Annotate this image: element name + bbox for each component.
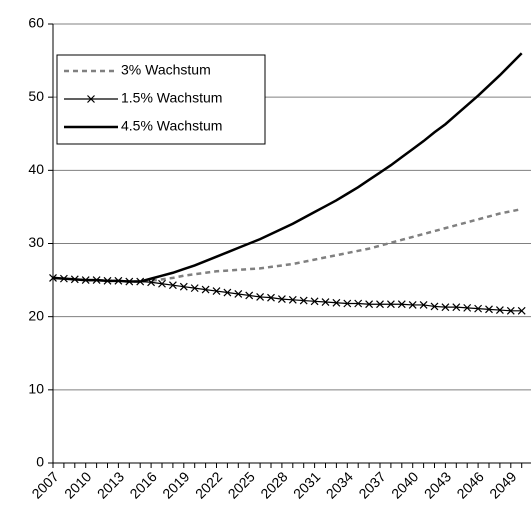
x-tick-label: 2013 bbox=[94, 468, 127, 501]
x-marker bbox=[419, 301, 428, 309]
x-marker bbox=[321, 298, 330, 306]
x-tick-label: 2049 bbox=[486, 468, 519, 501]
x-tick-label: 2028 bbox=[257, 468, 290, 501]
x-tick-label: 2022 bbox=[192, 468, 225, 501]
x-tick-label: 2007 bbox=[28, 468, 61, 501]
x-marker bbox=[386, 300, 395, 309]
x-marker bbox=[365, 300, 374, 309]
x-marker bbox=[190, 284, 199, 293]
x-marker bbox=[463, 303, 472, 312]
x-tick-label: 2037 bbox=[355, 468, 388, 501]
y-tick-label: 20 bbox=[28, 307, 44, 323]
y-tick-label: 10 bbox=[28, 381, 44, 397]
line-series bbox=[52, 52, 523, 283]
legend-label: 3% Wachstum bbox=[121, 62, 211, 78]
line-series bbox=[52, 277, 522, 312]
y-tick-label: 0 bbox=[36, 454, 44, 470]
x-marker bbox=[201, 285, 210, 294]
legend-label: 4.5% Wachstum bbox=[121, 118, 222, 134]
x-marker bbox=[310, 297, 319, 306]
x-marker bbox=[299, 296, 308, 305]
x-marker bbox=[267, 293, 275, 302]
x-tick-label: 2043 bbox=[421, 468, 454, 501]
legend-marker bbox=[87, 95, 95, 103]
y-tick-label: 40 bbox=[28, 161, 44, 177]
x-marker bbox=[179, 282, 188, 291]
x-tick-label: 2034 bbox=[323, 468, 356, 501]
y-tick-label: 60 bbox=[28, 15, 44, 31]
x-tick-label: 2010 bbox=[61, 468, 94, 501]
x-marker bbox=[506, 306, 515, 315]
x-marker bbox=[408, 301, 417, 309]
x-marker bbox=[223, 288, 232, 297]
x-marker bbox=[517, 306, 526, 315]
x-marker bbox=[168, 281, 177, 290]
legend: 3% Wachstum 1.5% Wachstum 4.5% Wachstum bbox=[56, 54, 266, 145]
x-marker bbox=[397, 300, 406, 309]
x-marker bbox=[332, 298, 341, 307]
x-marker bbox=[256, 292, 265, 301]
x-marker bbox=[474, 304, 483, 313]
x-marker bbox=[354, 299, 363, 308]
x-marker bbox=[277, 295, 286, 304]
x-tick-label: 2019 bbox=[159, 468, 192, 501]
x-marker bbox=[212, 287, 221, 295]
x-tick-label: 2040 bbox=[388, 468, 421, 501]
x-marker bbox=[376, 300, 384, 309]
y-tick-label: 50 bbox=[28, 88, 44, 104]
x-marker bbox=[485, 305, 493, 314]
x-marker bbox=[452, 303, 461, 312]
x-tick-label: 2025 bbox=[225, 468, 258, 501]
x-marker bbox=[430, 302, 439, 311]
x-tick-label: 2046 bbox=[453, 468, 486, 501]
x-marker bbox=[49, 273, 57, 282]
legend-label: 1.5% Wachstum bbox=[121, 90, 222, 106]
x-marker bbox=[234, 290, 243, 298]
x-marker bbox=[495, 306, 504, 315]
x-marker bbox=[245, 291, 254, 300]
x-marker bbox=[441, 303, 450, 312]
x-marker bbox=[343, 299, 352, 308]
x-marker bbox=[158, 279, 166, 288]
x-marker bbox=[288, 295, 297, 304]
x-tick-label: 2031 bbox=[290, 468, 323, 501]
x-tick-label: 2016 bbox=[126, 468, 159, 501]
y-tick-label: 30 bbox=[28, 234, 44, 250]
line-series bbox=[52, 207, 522, 283]
